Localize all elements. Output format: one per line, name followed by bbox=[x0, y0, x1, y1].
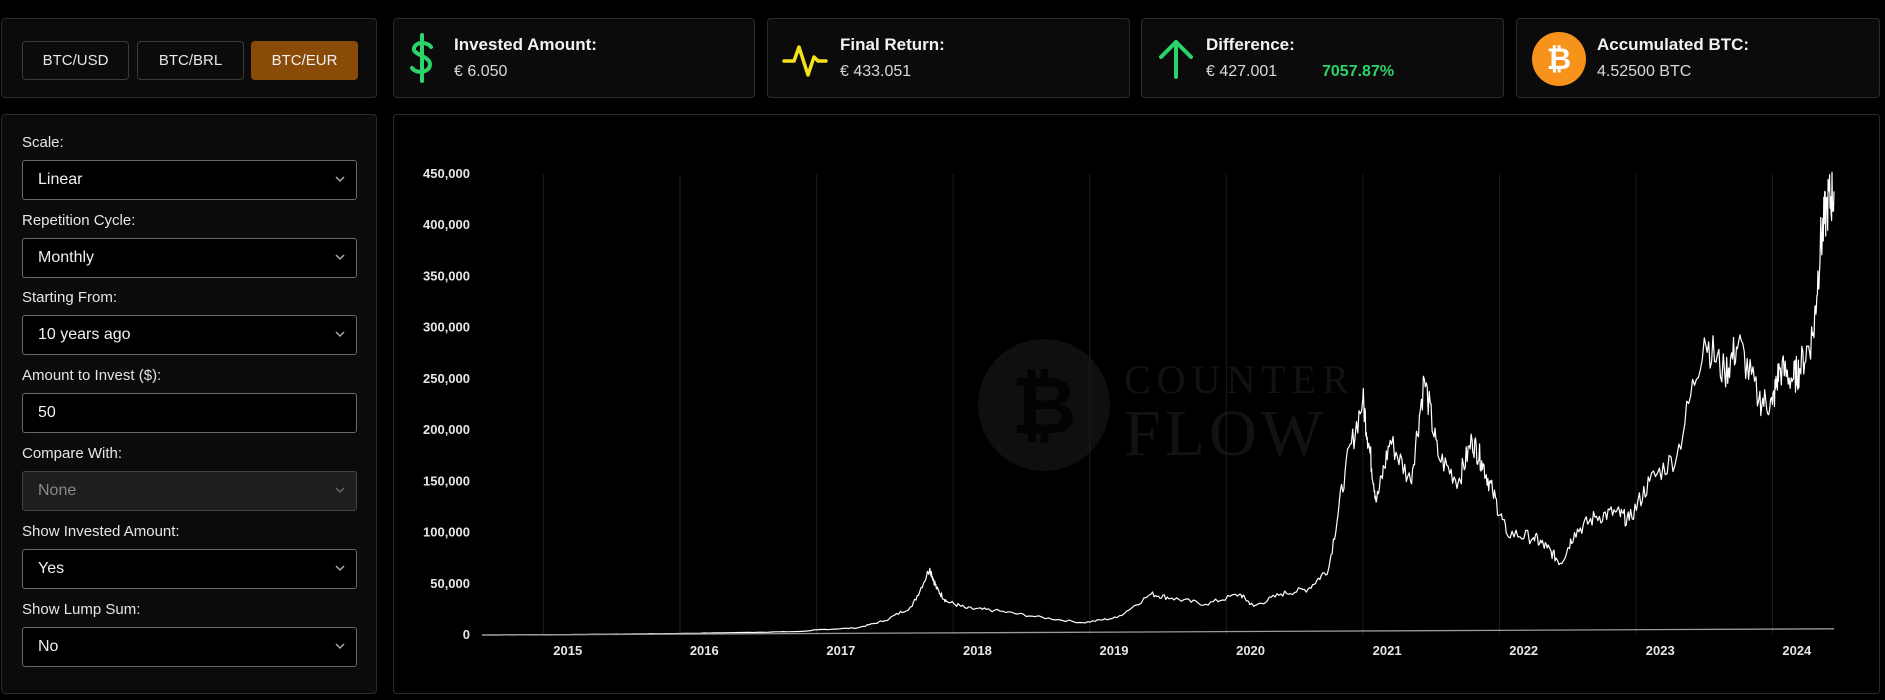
accumulated-btc-value: 4.52500 BTC bbox=[1597, 63, 1692, 80]
y-tick-label: 100,000 bbox=[423, 525, 470, 540]
arrow-up-icon bbox=[1156, 33, 1196, 85]
y-tick-label: 0 bbox=[463, 627, 470, 642]
chevron-down-icon bbox=[335, 331, 345, 338]
x-tick-label: 2017 bbox=[826, 643, 855, 658]
compare-with-select[interactable]: None bbox=[22, 471, 357, 511]
compare-with-label: Compare With: bbox=[22, 445, 123, 462]
amount-label: Amount to Invest ($): bbox=[22, 367, 162, 384]
final-return-label: Final Return: bbox=[840, 35, 945, 54]
svg-text:₿: ₿ bbox=[1011, 361, 1076, 450]
repetition-cycle-select[interactable]: Monthly bbox=[22, 238, 357, 278]
scale-label: Scale: bbox=[22, 134, 64, 151]
show-invested-value: Yes bbox=[38, 560, 65, 577]
show-invested-select[interactable]: Yes bbox=[22, 549, 357, 589]
compare-with-value: None bbox=[38, 482, 77, 499]
chevron-down-icon bbox=[335, 176, 345, 183]
show-lump-sum-value: No bbox=[38, 638, 59, 655]
accumulated-btc-card: ₿ Accumulated BTC: 4.52500 BTC bbox=[1516, 18, 1880, 98]
btc-eur-button[interactable]: BTC/EUR bbox=[251, 41, 358, 80]
price-series-line bbox=[482, 171, 1835, 636]
y-tick-label: 400,000 bbox=[423, 217, 470, 232]
accumulated-btc-label: Accumulated BTC: bbox=[1597, 35, 1750, 54]
x-tick-label: 2019 bbox=[1100, 643, 1129, 658]
starting-from-label: Starting From: bbox=[22, 289, 118, 306]
x-tick-label: 2024 bbox=[1782, 643, 1812, 658]
y-tick-label: 350,000 bbox=[423, 268, 470, 283]
x-tick-label: 2018 bbox=[963, 643, 992, 658]
dollar-icon bbox=[404, 33, 440, 85]
settings-panel: Scale: Linear Repetition Cycle: Monthly … bbox=[1, 114, 377, 694]
y-tick-label: 250,000 bbox=[423, 371, 470, 386]
btc-usd-button[interactable]: BTC/USD bbox=[22, 41, 129, 80]
amount-input[interactable]: 50 bbox=[22, 393, 357, 433]
svg-text:₿: ₿ bbox=[1547, 43, 1571, 76]
repetition-cycle-label: Repetition Cycle: bbox=[22, 212, 136, 229]
y-tick-label: 150,000 bbox=[423, 473, 470, 488]
invested-amount-value: € 6.050 bbox=[454, 63, 508, 80]
chart-panel: ₿ COUNTER FLOW 0 50,000 100,000 150,000 200,… bbox=[393, 114, 1880, 694]
x-tick-label: 2022 bbox=[1509, 643, 1538, 658]
watermark-line-1: COUNTER bbox=[1124, 357, 1355, 402]
chevron-down-icon bbox=[335, 565, 345, 572]
invested-amount-label: Invested Amount: bbox=[454, 35, 597, 54]
y-tick-label: 200,000 bbox=[423, 422, 470, 437]
final-return-value: € 433.051 bbox=[840, 63, 912, 80]
y-tick-label: 450,000 bbox=[423, 166, 470, 181]
difference-value: € 427.001 bbox=[1206, 63, 1278, 80]
chevron-down-icon bbox=[335, 643, 345, 650]
price-chart: ₿ COUNTER FLOW 0 50,000 100,000 150,000 200,… bbox=[423, 166, 1835, 658]
amount-value: 50 bbox=[38, 404, 56, 421]
x-tick-label: 2023 bbox=[1646, 643, 1675, 658]
btc-brl-button[interactable]: BTC/BRL bbox=[137, 41, 244, 80]
currency-selector: BTC/USD BTC/BRL BTC/EUR bbox=[1, 18, 377, 98]
chevron-down-icon bbox=[335, 487, 345, 494]
scale-select[interactable]: Linear bbox=[22, 160, 357, 200]
x-tick-label: 2015 bbox=[553, 643, 582, 658]
bitcoin-icon: ₿ bbox=[1531, 32, 1587, 86]
x-tick-label: 2020 bbox=[1236, 643, 1265, 658]
repetition-cycle-value: Monthly bbox=[38, 249, 95, 266]
starting-from-select[interactable]: 10 years ago bbox=[22, 315, 357, 355]
difference-label: Difference: bbox=[1206, 35, 1295, 54]
pulse-icon bbox=[782, 33, 828, 85]
final-return-card: Final Return: € 433.051 bbox=[767, 18, 1130, 98]
starting-from-value: 10 years ago bbox=[38, 326, 131, 343]
show-lump-sum-label: Show Lump Sum: bbox=[22, 601, 141, 618]
x-tick-label: 2016 bbox=[690, 643, 719, 658]
y-tick-label: 50,000 bbox=[430, 576, 470, 591]
difference-card: Difference: € 427.001 7057.87% bbox=[1141, 18, 1504, 98]
scale-value: Linear bbox=[38, 171, 83, 188]
chevron-down-icon bbox=[335, 254, 345, 261]
invested-amount-card: Invested Amount: € 6.050 bbox=[393, 18, 755, 98]
show-invested-label: Show Invested Amount: bbox=[22, 523, 180, 540]
invested-amount-line bbox=[481, 628, 1835, 636]
watermark-line-2: FLOW bbox=[1124, 397, 1327, 470]
show-lump-sum-select[interactable]: No bbox=[22, 627, 357, 667]
y-tick-label: 300,000 bbox=[423, 320, 470, 335]
watermark: ₿ COUNTER FLOW bbox=[978, 339, 1355, 471]
x-tick-label: 2021 bbox=[1373, 643, 1402, 658]
difference-percent: 7057.87% bbox=[1322, 63, 1395, 80]
